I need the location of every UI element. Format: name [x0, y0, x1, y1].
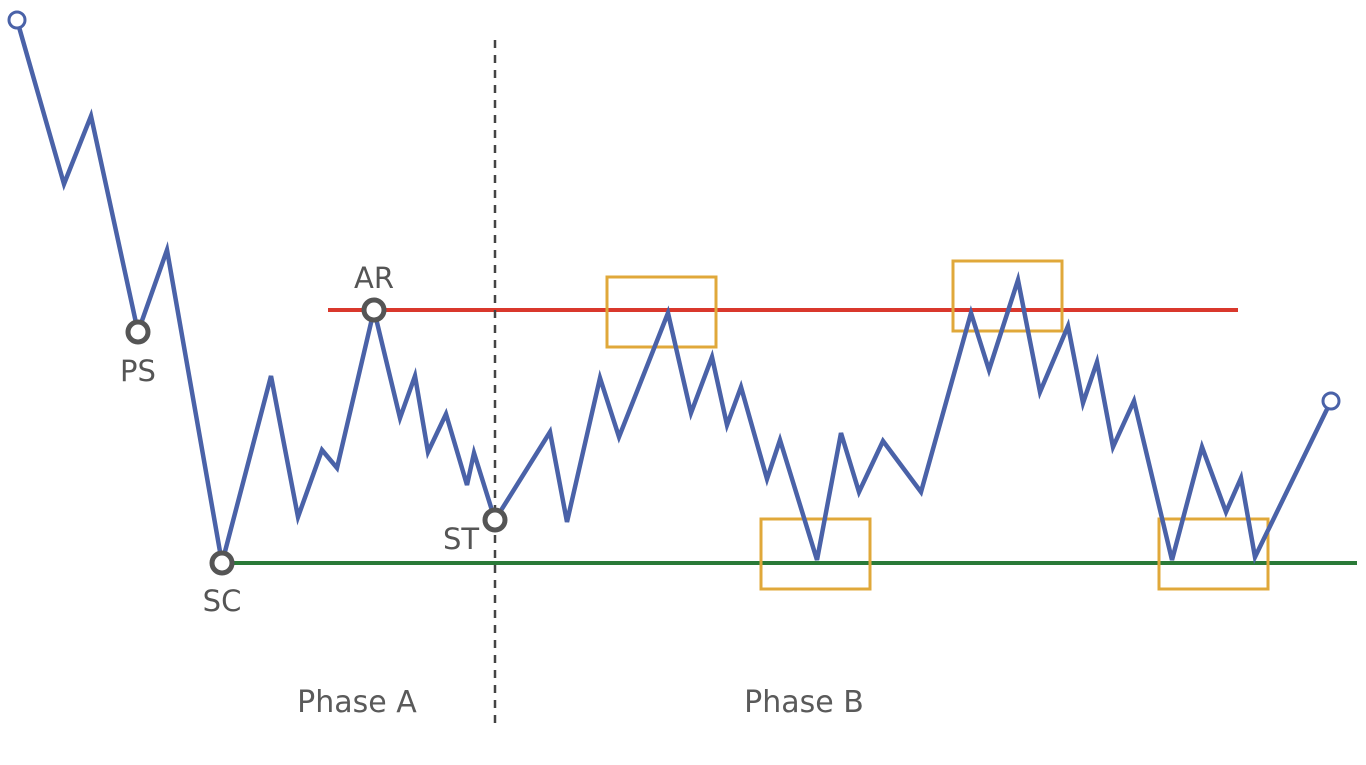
phase-b-label: Phase B [744, 685, 864, 720]
phase-a-label: Phase A [297, 685, 417, 720]
label-ar: AR [354, 261, 394, 295]
highlight-box [605, 275, 718, 349]
highlight-box [759, 517, 872, 591]
highlight-box [951, 259, 1064, 333]
marker-ps [125, 319, 151, 345]
marker-sc [209, 550, 235, 576]
highlight-box [1157, 517, 1270, 591]
label-st: ST [443, 522, 479, 556]
marker-ar [361, 297, 387, 323]
label-ps: PS [120, 354, 156, 388]
price-path [14, 17, 1334, 565]
path-end-point [1321, 391, 1341, 411]
label-sc: SC [203, 584, 242, 618]
path-start-point [7, 10, 27, 30]
marker-st [482, 507, 508, 533]
